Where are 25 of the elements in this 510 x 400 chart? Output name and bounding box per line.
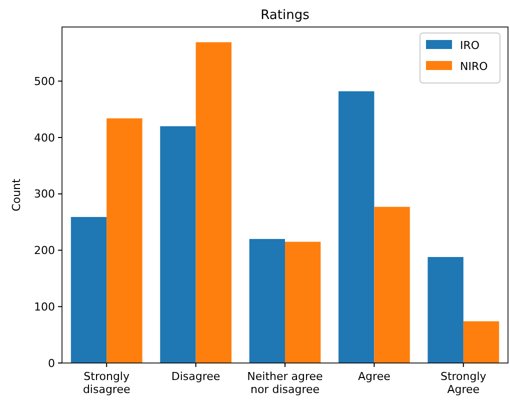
bar bbox=[106, 118, 142, 363]
bar bbox=[285, 242, 321, 363]
x-tick-label: Agree bbox=[358, 370, 391, 383]
y-axis-title: Count bbox=[10, 178, 23, 212]
bar bbox=[70, 216, 107, 363]
x-tick-label: Neither agree nor disagree bbox=[247, 370, 324, 396]
chart-title: Ratings bbox=[260, 8, 310, 23]
y-tick-label: 0 bbox=[48, 356, 55, 370]
bar bbox=[338, 91, 374, 363]
x-tick-label: Strongly disagree bbox=[82, 370, 130, 396]
y-tick-label: 500 bbox=[34, 74, 55, 88]
y-tick-label: 400 bbox=[34, 131, 55, 144]
bar bbox=[463, 321, 500, 363]
bar bbox=[249, 238, 285, 363]
legend-label: IRO bbox=[460, 38, 480, 52]
legend-label: NIRO bbox=[460, 60, 488, 73]
y-tick-label: 100 bbox=[34, 300, 55, 314]
bar bbox=[196, 42, 232, 363]
bar bbox=[374, 206, 410, 363]
y-tick-label: 200 bbox=[34, 244, 55, 258]
bar bbox=[428, 257, 464, 363]
bar bbox=[160, 126, 196, 363]
x-tick-label: Disagree bbox=[171, 370, 220, 383]
x-tick-label: Strongly Agree bbox=[440, 370, 487, 396]
y-tick-label: 300 bbox=[34, 188, 55, 201]
